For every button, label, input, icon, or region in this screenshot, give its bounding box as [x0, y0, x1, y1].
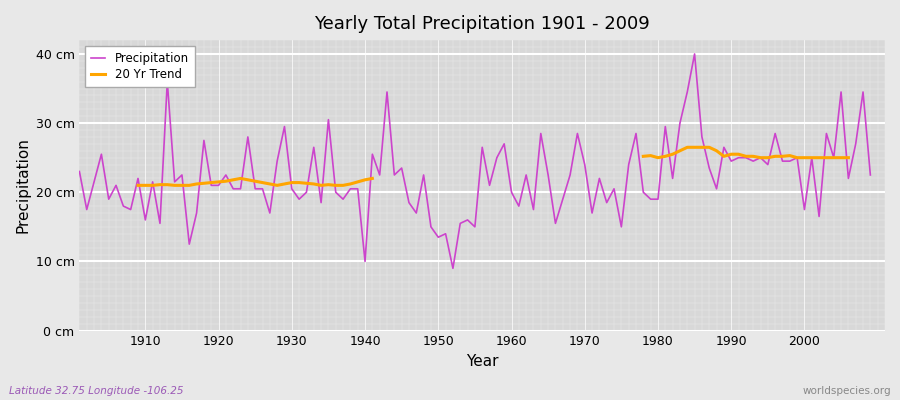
20 Yr Trend: [242, 178, 253, 182]
Precipitation: [338, 197, 348, 202]
20 Yr Trend: [213, 180, 224, 184]
20 Yr Trend: [184, 183, 194, 188]
20 Yr Trend: [367, 176, 378, 181]
Precipitation: [689, 52, 700, 56]
20 Yr Trend: [323, 182, 334, 187]
20 Yr Trend: [228, 178, 238, 182]
20 Yr Trend: [191, 182, 202, 186]
20 Yr Trend: [250, 179, 261, 184]
20 Yr Trend: [235, 176, 246, 181]
20 Yr Trend: [360, 178, 371, 182]
20 Yr Trend: [316, 183, 327, 188]
Precipitation: [506, 190, 517, 195]
20 Yr Trend: [293, 180, 304, 185]
20 Yr Trend: [132, 183, 143, 188]
Y-axis label: Precipitation: Precipitation: [15, 138, 30, 233]
20 Yr Trend: [140, 183, 150, 188]
Precipitation: [74, 169, 85, 174]
20 Yr Trend: [272, 183, 283, 188]
20 Yr Trend: [220, 179, 231, 184]
Precipitation: [447, 266, 458, 271]
Precipitation: [132, 176, 143, 181]
Title: Yearly Total Precipitation 1901 - 2009: Yearly Total Precipitation 1901 - 2009: [314, 15, 650, 33]
Line: 20 Yr Trend: 20 Yr Trend: [138, 178, 373, 185]
20 Yr Trend: [309, 182, 320, 186]
X-axis label: Year: Year: [466, 354, 499, 369]
20 Yr Trend: [206, 180, 217, 185]
20 Yr Trend: [257, 180, 268, 185]
20 Yr Trend: [176, 183, 187, 188]
20 Yr Trend: [162, 182, 173, 187]
Precipitation: [601, 200, 612, 205]
Precipitation: [865, 172, 876, 177]
20 Yr Trend: [301, 181, 311, 186]
Precipitation: [513, 204, 524, 208]
20 Yr Trend: [169, 183, 180, 188]
Text: worldspecies.org: worldspecies.org: [803, 386, 891, 396]
20 Yr Trend: [330, 183, 341, 188]
Legend: Precipitation, 20 Yr Trend: Precipitation, 20 Yr Trend: [86, 46, 195, 87]
20 Yr Trend: [345, 182, 356, 186]
Precipitation: [293, 197, 304, 202]
20 Yr Trend: [155, 182, 166, 187]
20 Yr Trend: [338, 183, 348, 188]
20 Yr Trend: [199, 181, 210, 186]
20 Yr Trend: [265, 182, 275, 186]
20 Yr Trend: [286, 180, 297, 185]
Line: Precipitation: Precipitation: [79, 54, 870, 268]
20 Yr Trend: [148, 183, 158, 188]
20 Yr Trend: [352, 180, 363, 184]
Text: Latitude 32.75 Longitude -106.25: Latitude 32.75 Longitude -106.25: [9, 386, 184, 396]
20 Yr Trend: [279, 182, 290, 186]
